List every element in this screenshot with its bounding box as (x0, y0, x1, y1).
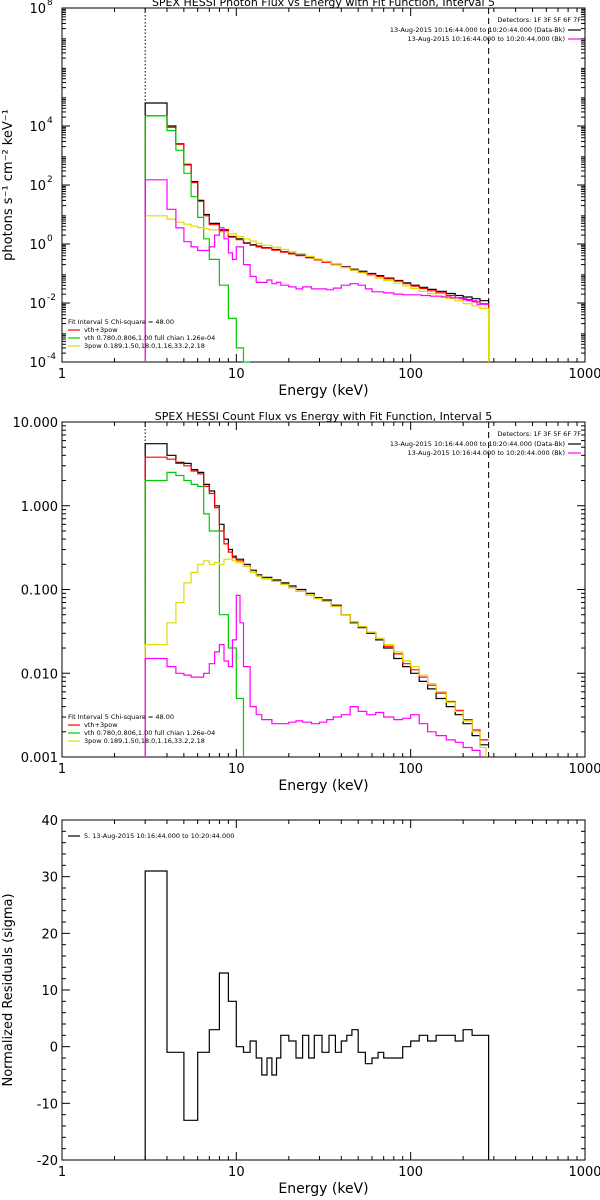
legend-right-entry: 13-Aug-2015 10:16:44.000 to 10:20:44.000… (390, 440, 565, 448)
y-tick-label: 1.000 (21, 500, 58, 515)
legend-left-entry: vth+3pow (84, 326, 118, 334)
x-tick-label: 1 (58, 367, 66, 382)
count-flux-panel: SPEX HESSI Count Flux vs Energy with Fit… (13, 410, 600, 794)
legend-left-entry: 3pow 0.189,1.50,18.0,1.16,33.2,2.18 (84, 737, 205, 745)
x-tick-label: 10 (228, 762, 245, 777)
series-line (144, 115, 251, 363)
series-line (144, 870, 490, 1160)
y-tick-label: -20 (37, 1154, 58, 1169)
x-axis-label: Energy (keV) (278, 383, 368, 399)
legend-right-entry: 13-Aug-2015 10:16:44.000 to 10:20:44.000… (408, 35, 565, 43)
chart-title: SPEX HESSI Photon Flux vs Energy with Fi… (152, 0, 495, 9)
photon-flux-panel: SPEX HESSI Photon Flux vs Energy with Fi… (1, 0, 600, 399)
x-axis: 1 10 100 1000 (58, 820, 600, 1180)
residuals-panel: 1 10 100 1000 Energy (keV) -20 -10 0 10 20 30 40 Nor… (1, 814, 600, 1197)
chart-title: SPEX HESSI Count Flux vs Energy with Fit… (155, 410, 492, 423)
y-tick-label: 40 (41, 814, 58, 829)
y-tick-label: 0.001 (21, 751, 58, 766)
legend-left-entry: vth 0.780,0.806,1.00 full chian 1.26e-04 (84, 334, 215, 342)
y-tick-label: -10 (37, 1097, 58, 1112)
x-tick-label: 100 (398, 1165, 423, 1180)
series-group (144, 102, 490, 363)
series-line (144, 471, 245, 757)
y-tick-exponent: -4 (47, 352, 56, 362)
legend-left-entry: vth 0.780,0.806,1.00 full chian 1.26e-04 (84, 729, 215, 737)
y-tick-exponent: 8 (47, 0, 53, 8)
y-tick-label: 20 (41, 927, 58, 942)
x-tick-label: 10 (228, 1165, 245, 1180)
x-tick-label: 1000 (568, 1165, 600, 1180)
legend-right-entry: 13-Aug-2015 10:16:44.000 to 10:20:44.000… (390, 26, 565, 34)
legend-right-header: Detectors: 1F 3F 5F 6F 7F (497, 16, 581, 24)
series-group (144, 870, 490, 1160)
y-tick-label: 10 (29, 120, 46, 135)
series-line (144, 594, 481, 757)
x-tick-label: 10 (228, 367, 245, 382)
x-axis: 1 10 100 1000 (58, 422, 600, 777)
x-tick-label: 1 (58, 762, 66, 777)
y-tick-label: 10 (29, 297, 46, 312)
y-tick-label: 10 (29, 2, 46, 17)
x-tick-label: 100 (398, 762, 423, 777)
y-tick-label: 10 (29, 238, 46, 253)
y-tick-label: 0 (50, 1041, 58, 1056)
y-tick-label: 10 (29, 179, 46, 194)
y-tick-exponent: 0 (47, 234, 53, 244)
y-axis-label: photons s⁻¹ cm⁻² keV⁻¹ (1, 109, 16, 261)
y-tick-exponent: -2 (47, 293, 56, 303)
y-axis: 10 -410 -210 010 210 410 8 (29, 0, 585, 371)
series-line (144, 179, 489, 362)
x-tick-label: 1000 (568, 367, 600, 382)
series-line (144, 215, 490, 362)
x-tick-label: 1000 (568, 762, 600, 777)
y-axis: -20 -10 0 10 20 30 40 (37, 814, 585, 1169)
y-tick-label: 0.100 (21, 584, 58, 599)
y-tick-label: 10 (41, 984, 58, 999)
y-axis: 0.001 0.010 0.100 1.000 10.000 (13, 416, 585, 766)
y-tick-label: 0.010 (21, 667, 58, 682)
y-tick-label: 30 (41, 871, 58, 886)
x-axis-label: Energy (keV) (278, 1181, 368, 1197)
legend-left-header: Fit Interval 5 Chi-square = 48.00 (68, 713, 174, 721)
series-line (144, 558, 487, 757)
y-axis-label: Normalized Residuals (sigma) (1, 893, 16, 1086)
y-tick-label: 10.000 (13, 416, 59, 431)
y-tick-exponent: 2 (47, 175, 53, 185)
y-tick-label: 10 (29, 356, 46, 371)
legend-left-entry: 3pow 0.189,1.50,18.0,1.16,33.2,2.18 (84, 342, 205, 350)
legend-left-entry: 5. 13-Aug-2015 10:16:44.000 to 10:20:44.… (84, 832, 234, 840)
legend-left-entry: vth+3pow (84, 721, 118, 729)
x-tick-label: 100 (398, 367, 423, 382)
y-tick-exponent: 4 (47, 116, 53, 126)
legend-right-header: Detectors: 1F 3F 5F 6F 7F (497, 430, 581, 438)
legend-right-entry: 13-Aug-2015 10:16:44.000 to 10:20:44.000… (408, 449, 565, 457)
x-tick-label: 1 (58, 1165, 66, 1180)
series-group (144, 443, 489, 757)
x-axis-label: Energy (keV) (278, 778, 368, 794)
legend-left-header: Fit Interval 5 Chi-square = 48.00 (68, 318, 174, 326)
